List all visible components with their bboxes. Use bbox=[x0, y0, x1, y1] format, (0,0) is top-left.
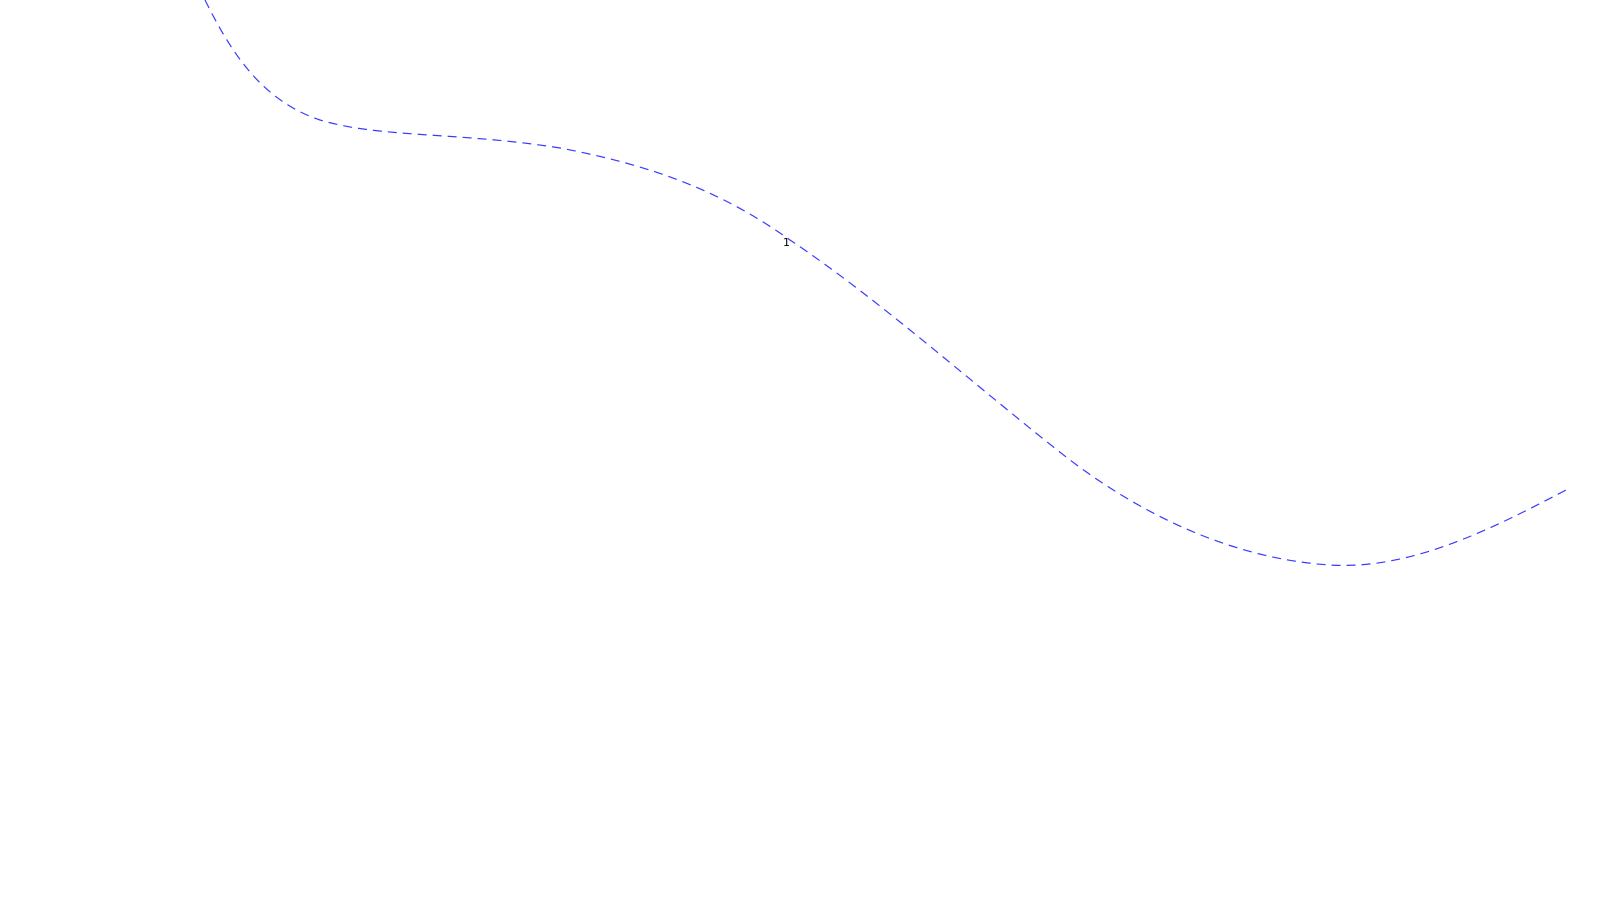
dashed-curve bbox=[204, 0, 1567, 567]
curve-label: 1 bbox=[783, 236, 790, 249]
